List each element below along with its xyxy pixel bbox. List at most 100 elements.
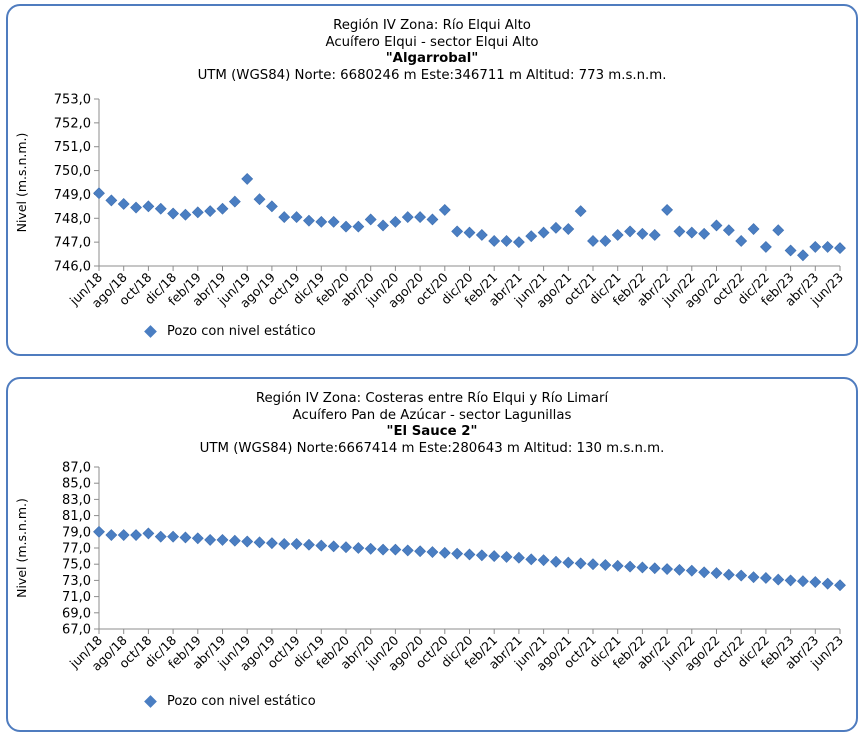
data-point — [698, 566, 711, 579]
utm-coordinates: UTM (WGS84) Norte:6667414 m Este:280643 … — [199, 440, 665, 456]
y-tick-label: 747,0 — [54, 236, 91, 251]
data-point — [265, 537, 278, 550]
data-point — [228, 195, 241, 208]
y-tick-label: 77,0 — [62, 542, 91, 557]
data-point — [290, 538, 303, 550]
chart-title-block: Región IV Zona: Río Elqui Alto Acuífero … — [8, 18, 856, 84]
data-point — [438, 546, 451, 559]
data-point — [327, 215, 340, 228]
data-point — [463, 548, 476, 561]
data-point — [735, 569, 748, 582]
y-tick-label: 87,0 — [62, 461, 91, 476]
data-point — [550, 555, 562, 568]
data-point — [525, 230, 538, 243]
data-point — [204, 205, 217, 218]
data-point — [636, 227, 649, 240]
data-point — [834, 242, 846, 255]
chart-title-line-2: Acuífero Pan de Azúcar - sector Lagunill… — [292, 407, 572, 423]
data-point — [167, 207, 180, 220]
data-point — [475, 229, 488, 241]
data-point — [327, 540, 340, 553]
data-point — [475, 549, 488, 562]
data-point — [525, 553, 538, 566]
data-point — [414, 545, 427, 558]
data-point — [241, 535, 254, 548]
data-point — [451, 225, 464, 238]
data-point — [154, 530, 167, 543]
data-point — [685, 226, 698, 239]
y-tick-label: 67,0 — [62, 623, 91, 638]
data-point — [747, 571, 760, 584]
data-point — [130, 529, 142, 541]
data-point — [253, 193, 266, 206]
data-point — [191, 532, 204, 545]
data-point — [611, 229, 624, 241]
data-point — [142, 527, 155, 540]
y-axis-label: Nivel (m.s.n.m.) — [14, 498, 29, 598]
chart-legend: Pozo con nivel estático — [144, 324, 316, 339]
data-point — [290, 211, 303, 224]
data-point — [772, 573, 785, 586]
chart-panel-el-sauce-2: Región IV Zona: Costeras entre Río Elqui… — [6, 377, 858, 732]
data-point — [624, 225, 636, 238]
y-tick-label: 752,0 — [54, 116, 91, 131]
y-tick-label: 753,0 — [54, 93, 91, 108]
data-point — [784, 244, 797, 257]
data-point — [636, 561, 649, 574]
data-point — [648, 562, 661, 575]
data-point — [488, 235, 501, 247]
data-point — [759, 572, 772, 584]
chart-plot-el-sauce-2: 87,085,083,081,079,0 77,075,073,071,069,0… — [14, 461, 846, 674]
data-point — [710, 219, 723, 232]
data-point — [834, 579, 846, 592]
data-point — [512, 551, 525, 564]
y-tick-label: 73,0 — [62, 574, 91, 589]
data-point — [821, 240, 834, 253]
data-point — [315, 215, 328, 228]
data-point — [364, 542, 377, 555]
data-point — [648, 229, 661, 241]
data-point — [278, 538, 291, 550]
y-tick-label: 751,0 — [54, 140, 91, 155]
data-point — [759, 240, 772, 253]
data-point — [93, 525, 105, 538]
data-point — [130, 201, 142, 214]
y-tick-label: 69,0 — [62, 606, 91, 621]
data-point — [389, 215, 402, 228]
y-tick-label: 75,0 — [62, 558, 91, 573]
data-point — [216, 533, 229, 546]
data-point — [599, 559, 612, 571]
data-point — [93, 187, 105, 200]
data-point — [364, 213, 377, 226]
chart-plot-algarrobal: 753,0 752,0 751,0 750,0 749,0 748,0 747,0 746,0… — [14, 93, 846, 311]
data-point — [821, 577, 834, 590]
data-point — [661, 204, 674, 216]
data-point — [191, 206, 204, 219]
data-point — [352, 542, 365, 554]
data-point — [216, 202, 229, 215]
y-axis-label: Nivel (m.s.n.m.) — [14, 133, 29, 233]
data-point — [352, 220, 365, 233]
data-point — [710, 567, 723, 580]
data-point — [253, 536, 266, 549]
y-tick-label: 71,0 — [62, 590, 91, 605]
chart-title-block: Región IV Zona: Costeras entre Río Elqui… — [8, 391, 856, 457]
data-point — [241, 172, 254, 185]
data-point — [537, 554, 550, 567]
data-point — [624, 560, 636, 573]
legend-label: Pozo con nivel estático — [167, 324, 316, 339]
data-point — [426, 546, 439, 558]
data-point — [377, 543, 389, 556]
data-point — [451, 547, 464, 560]
data-point — [611, 559, 624, 572]
data-point — [537, 226, 550, 239]
data-point — [167, 530, 180, 543]
data-point — [500, 550, 513, 563]
chart-title-line-1: Región IV Zona: Río Elqui Alto — [333, 18, 531, 33]
legend-label: Pozo con nivel estático — [167, 694, 316, 709]
data-point — [562, 223, 575, 235]
data-point — [401, 211, 414, 224]
data-point — [512, 236, 525, 249]
data-point — [179, 531, 192, 544]
well-name: "El Sauce 2" — [386, 424, 478, 439]
